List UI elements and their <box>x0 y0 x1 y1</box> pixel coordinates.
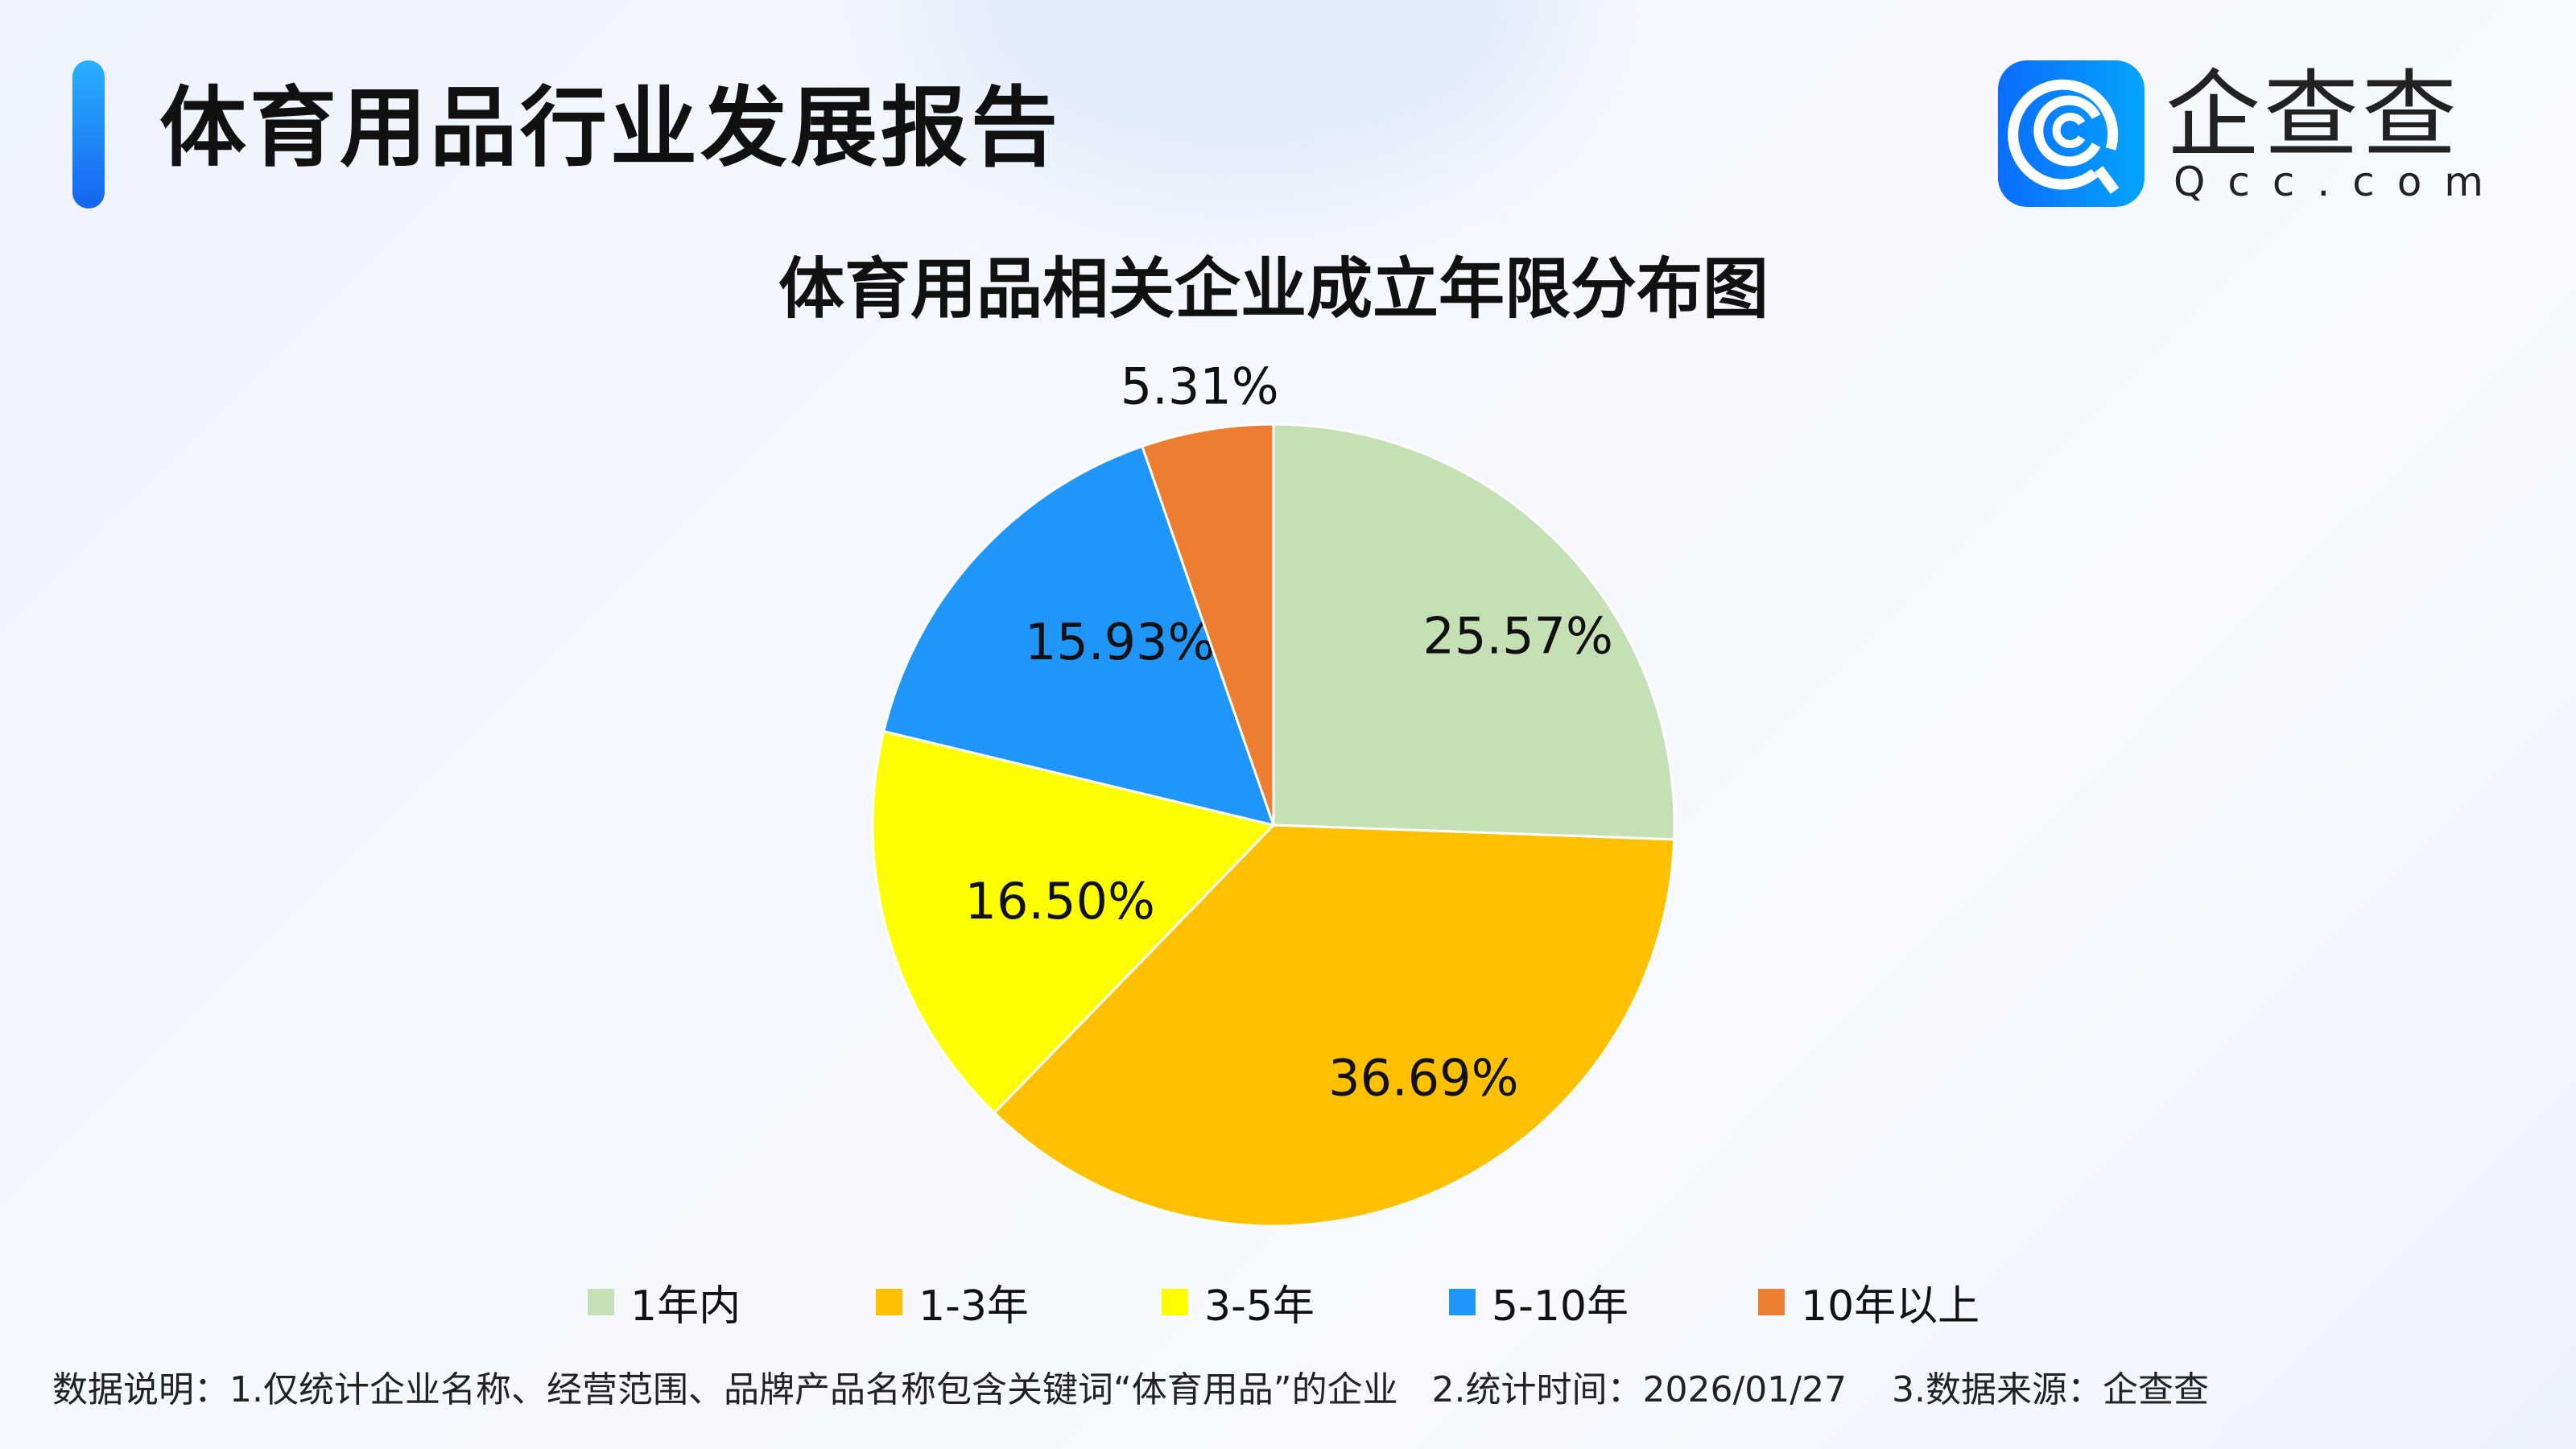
pie-slice-4 <box>882 444 1276 828</box>
chart-legend: 1年内 1-3年 3-5年 5-10年 10年以上 <box>0 1272 2576 1331</box>
data-label: 16.50% <box>965 872 1155 931</box>
data-label: 36.69% <box>1328 1049 1518 1108</box>
qcc-logo-icon <box>1998 60 2145 207</box>
legend-item: 1-3年 <box>876 1272 1029 1332</box>
data-label: 5.31% <box>1121 357 1279 415</box>
legend-item: 3-5年 <box>1162 1272 1315 1332</box>
page-title: 体育用品行业发展报告 <box>159 78 1062 179</box>
legend-label: 5-10年 <box>1492 1282 1629 1331</box>
qcc-logo-mark-icon <box>2008 79 2120 194</box>
footnote: 数据说明：1.仅统计企业名称、经营范围、品牌产品名称包含关键词“体育用品”的企业… <box>52 1369 2210 1410</box>
data-label: 25.57% <box>1423 606 1613 665</box>
pie-slice-5 <box>1141 423 1275 826</box>
legend-item: 10年以上 <box>1758 1272 1979 1332</box>
legend-label: 1年内 <box>630 1282 741 1331</box>
data-label: 15.93% <box>1025 613 1215 671</box>
logo-text-en: Qcc.com <box>2174 159 2507 205</box>
legend-label: 1-3年 <box>919 1282 1029 1331</box>
chart-title: 体育用品相关企业成立年限分布图 <box>778 251 1769 328</box>
legend-label: 10年以上 <box>1801 1282 1980 1331</box>
legend-swatch <box>588 1289 614 1315</box>
legend-swatch <box>1758 1289 1785 1315</box>
legend-label: 3-5年 <box>1204 1282 1315 1331</box>
legend-item: 5-10年 <box>1449 1272 1629 1332</box>
title-accent-bar <box>72 60 105 208</box>
logo-text-cn: 企查查 <box>2165 60 2461 171</box>
pie-slice-1 <box>1272 423 1676 841</box>
legend-swatch <box>1162 1289 1188 1315</box>
legend-swatch <box>1449 1289 1476 1315</box>
legend-swatch <box>876 1289 902 1315</box>
legend-item: 1年内 <box>588 1272 741 1332</box>
pie-slice-2 <box>993 824 1676 1228</box>
pie-slice-3 <box>871 729 1276 1115</box>
